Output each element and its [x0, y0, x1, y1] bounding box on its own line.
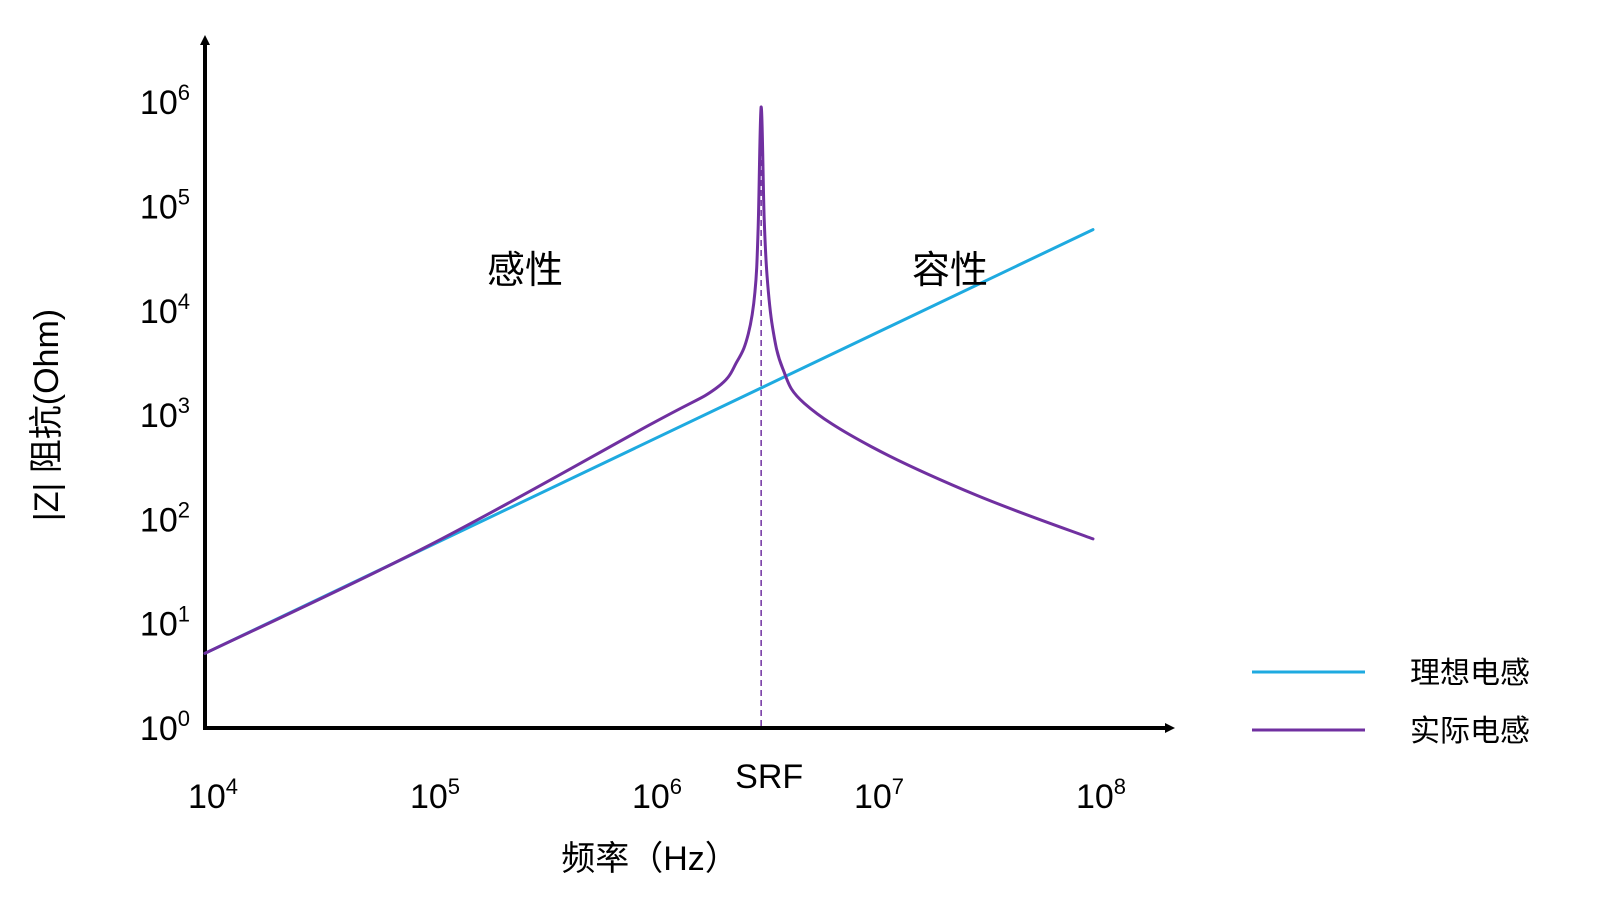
y-tick-label: 103	[140, 393, 190, 435]
legend-label: 实际电感	[1410, 715, 1530, 748]
x-tick-label: 106	[632, 774, 682, 816]
y-tick-label: 100	[140, 706, 190, 748]
x-tick-label: 108	[1076, 774, 1126, 816]
axes	[200, 35, 1175, 733]
capacitive-region-label: 容性	[912, 250, 988, 292]
y-tick-label: 106	[140, 80, 190, 122]
y-tick-label: 104	[140, 289, 190, 331]
x-tick-label: 107	[854, 774, 904, 816]
srf-label: SRF	[735, 758, 803, 796]
x-tick-label: 104	[188, 774, 238, 816]
labels-group: 100 101 102 103 104 105 106 104 105 106 107 108 频率（H…	[28, 80, 1126, 878]
series-group	[203, 105, 1095, 728]
y-tick-label: 105	[140, 185, 190, 227]
y-tick-label: 102	[140, 497, 190, 539]
legend-label: 理想电感	[1410, 657, 1530, 690]
x-axis-title: 频率（Hz）	[561, 840, 739, 878]
series-line-real-inductor	[203, 105, 1095, 655]
x-tick-label: 105	[410, 774, 460, 816]
inductive-region-label: 感性	[487, 250, 563, 292]
y-axis-title: |Z| 阻抗(Ohm)	[28, 309, 66, 521]
y-tick-label: 101	[140, 602, 190, 644]
